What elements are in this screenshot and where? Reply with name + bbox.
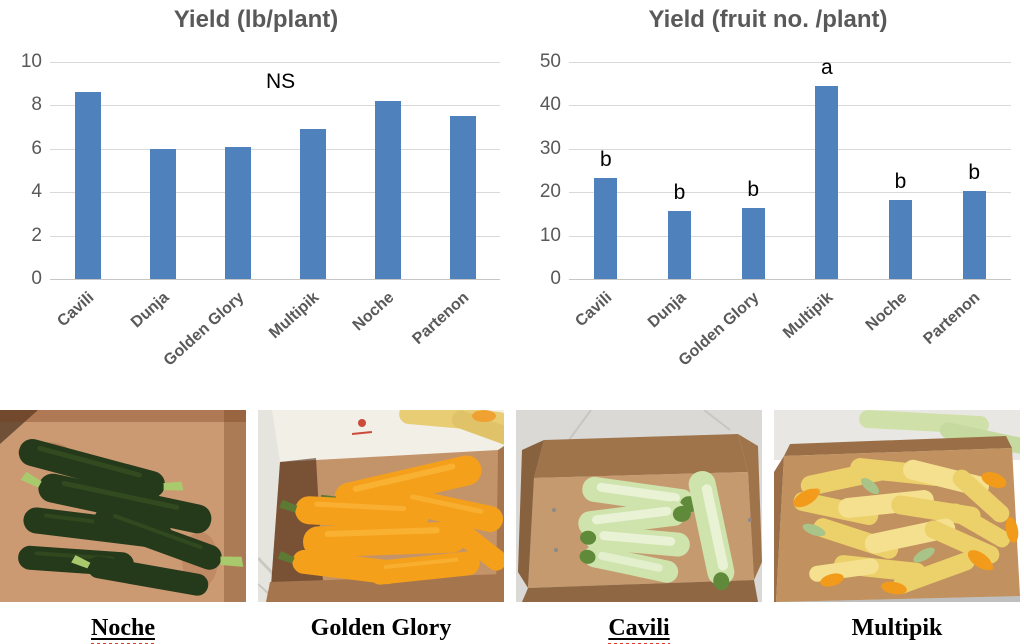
- photo-golden-glory-image: [258, 410, 504, 602]
- y-axis-tick-label: 50: [539, 51, 561, 72]
- bar-noche: [374, 101, 401, 279]
- y-axis-tick-label: 10: [539, 224, 561, 246]
- photo-label-cavili: Cavili: [608, 615, 669, 644]
- y-axis-tick-label: 4: [31, 181, 42, 203]
- gridline: [50, 192, 500, 194]
- charts-row: Yield (lb/plant) 0 2 4 6 8 10 Cavili Dunja Golde…: [0, 0, 1024, 400]
- y-axis-tick-label: 10: [20, 51, 42, 72]
- y-axis-tick-label: 6: [31, 137, 42, 159]
- photo-label-noche: Noche: [91, 615, 155, 644]
- gridline: [50, 105, 500, 107]
- photo-card-noche: Noche: [0, 410, 246, 644]
- gridline: [569, 279, 1011, 280]
- bar-dunja: [668, 211, 691, 279]
- photo-multipik-image: [774, 410, 1020, 602]
- bar-cavili: [74, 92, 101, 279]
- gridline: [569, 192, 1011, 194]
- significance-letter: b: [599, 147, 612, 171]
- bar-partenon: [449, 116, 476, 279]
- y-axis-tick-label: 0: [31, 268, 42, 289]
- significance-letter: a: [820, 55, 833, 79]
- y-axis-tick-label: 30: [539, 137, 561, 159]
- bar-golden-glory: [741, 208, 765, 279]
- gridline: [50, 279, 500, 280]
- photo-cavili-image: [516, 410, 762, 602]
- significance-letter: b: [968, 160, 980, 184]
- plot-area: 0 10 20 30 40 50 b Cavili b Dunja b Golden Glory a Mu…: [512, 0, 1024, 400]
- y-axis-tick-label: 0: [550, 268, 561, 289]
- bar-dunja: [149, 148, 176, 279]
- bar-cavili: [594, 177, 618, 279]
- y-axis-tick-label: 40: [539, 94, 561, 116]
- chart-yield-count: Yield (fruit no. /plant) 0 10 20 30 40 50 b Cav…: [512, 0, 1024, 400]
- photo-card-golden-glory: Golden Glory: [258, 410, 504, 644]
- plot-area: 0 2 4 6 8 10 Cavili Dunja Golden Glory Multipik No…: [0, 0, 512, 400]
- photo-label-golden-glory: Golden Glory: [310, 615, 452, 641]
- chart-title: Yield (lb/plant): [173, 6, 339, 33]
- significance-letter: b: [673, 181, 686, 205]
- chart-yield-weight: Yield (lb/plant) 0 2 4 6 8 10 Cavili Dunja Golde…: [0, 0, 512, 400]
- y-axis-tick-label: 20: [539, 181, 561, 203]
- photo-noche-image: [0, 410, 246, 602]
- bar-multipik: [299, 129, 326, 279]
- y-axis-tick-label: 8: [31, 94, 42, 116]
- gridline: [569, 62, 1011, 63]
- photo-card-cavili: Cavili: [516, 410, 762, 644]
- gridline: [50, 62, 500, 63]
- bar-noche: [889, 199, 912, 279]
- gridline: [569, 148, 1011, 150]
- bar-partenon: [962, 190, 986, 279]
- photo-label-multipik: Multipik: [851, 615, 943, 641]
- gridline: [569, 235, 1011, 237]
- significance-letter: b: [894, 169, 907, 193]
- ns-annotation: NS: [266, 70, 296, 93]
- gridline: [50, 235, 500, 237]
- bar-multipik: [815, 85, 839, 279]
- gridline: [569, 105, 1011, 107]
- photos-row: Noche: [0, 410, 1024, 644]
- y-axis-tick-label: 2: [31, 224, 42, 246]
- gridline: [50, 148, 500, 150]
- chart-title: Yield (fruit no. /plant): [648, 6, 888, 33]
- photo-card-multipik: Multipik: [774, 410, 1020, 644]
- bar-golden-glory: [224, 146, 251, 279]
- significance-letter: b: [747, 178, 759, 202]
